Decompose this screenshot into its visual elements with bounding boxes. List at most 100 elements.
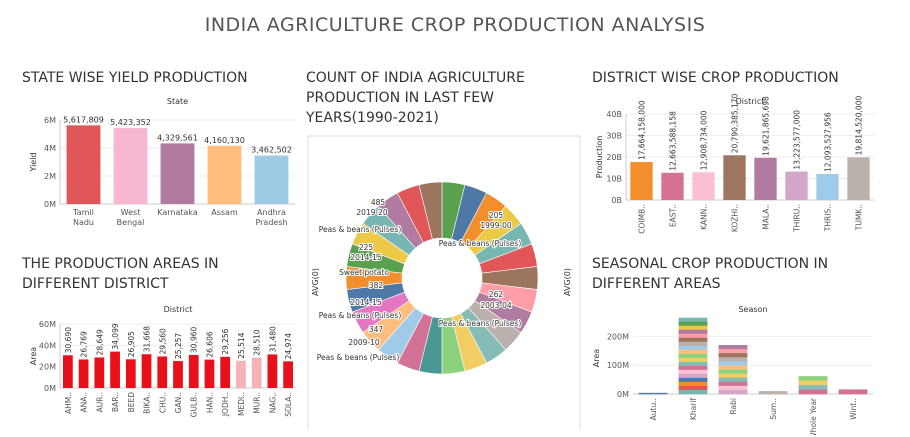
bar-segment bbox=[678, 349, 708, 355]
bar-segment bbox=[678, 357, 708, 363]
bar-segment bbox=[678, 329, 708, 335]
bar-segment bbox=[718, 345, 748, 350]
bar bbox=[283, 361, 294, 388]
data-label: 4,329,561 bbox=[157, 133, 198, 142]
bar-segment bbox=[718, 365, 748, 370]
x-tick-label: Autu.. bbox=[649, 398, 658, 420]
bar-segment bbox=[718, 373, 748, 378]
slice-label: 225 bbox=[359, 243, 374, 252]
slice-label: 2019-20 bbox=[356, 208, 388, 217]
bar-segment bbox=[718, 357, 748, 362]
bar-segment bbox=[718, 349, 748, 354]
x-tick-label: Kharif bbox=[689, 398, 698, 420]
bar-segment bbox=[678, 377, 708, 383]
bar-segment bbox=[678, 345, 708, 351]
y-tick-label: 0M bbox=[617, 390, 629, 399]
slice-label: 347 bbox=[369, 325, 384, 334]
x-tick-label: HAN.. bbox=[205, 392, 214, 413]
data-label: 12,093,527,956 bbox=[824, 112, 833, 172]
x-tick-label: THRIS.. bbox=[824, 204, 833, 232]
bar-segment bbox=[678, 369, 708, 375]
bar-segment bbox=[798, 376, 828, 381]
x-tick-label: Bengal bbox=[117, 218, 145, 227]
bar bbox=[94, 357, 105, 388]
x-tick-label: Pradesh bbox=[255, 218, 287, 227]
slice-label: Peas & beans (Pulses) bbox=[319, 225, 402, 234]
y-tick-label: 40B bbox=[606, 110, 622, 119]
bar-segment bbox=[718, 377, 748, 383]
bar bbox=[78, 359, 89, 388]
x-tick-label: Andhra bbox=[257, 208, 286, 217]
data-label: 30,960 bbox=[190, 327, 199, 353]
bar-segment bbox=[678, 333, 708, 339]
slice-label: Peas & beans (Pulses) bbox=[317, 353, 400, 362]
district-area-chart: District Area 0M 20M 40M 60M 30,690 AHM.. 26,769… bbox=[29, 305, 296, 417]
x-tick-label: MALA.. bbox=[762, 204, 771, 230]
slice-label: 205 bbox=[489, 211, 504, 220]
bar-segment bbox=[678, 325, 708, 331]
bar-segment bbox=[718, 385, 748, 391]
bar-segment bbox=[678, 365, 708, 371]
data-label: 28,510 bbox=[253, 329, 262, 355]
bar-segment bbox=[678, 373, 708, 379]
bar bbox=[251, 357, 262, 388]
donut-slice bbox=[418, 181, 443, 240]
bar-segment bbox=[798, 389, 828, 395]
bar bbox=[723, 155, 746, 200]
bar bbox=[816, 173, 839, 200]
bar bbox=[630, 162, 653, 200]
slice-label: Peas & beans (Pulses) bbox=[439, 239, 522, 248]
x-tick-label: MUR.. bbox=[253, 392, 262, 414]
slice-label: 485 bbox=[371, 198, 386, 207]
bar-segment bbox=[838, 389, 868, 395]
y-tick-label: 0B bbox=[611, 196, 622, 205]
x-tick-label: West bbox=[121, 208, 141, 217]
district-crop-chart: District Production 0B 10B 20B 30B 40B 17,664,1… bbox=[595, 93, 874, 234]
bar bbox=[785, 171, 808, 200]
bar bbox=[141, 354, 152, 388]
data-label: 19,814,520,000 bbox=[855, 96, 864, 156]
x-tick-label: BIKA.. bbox=[143, 392, 152, 414]
bar-segment bbox=[678, 341, 708, 347]
chart-header: District bbox=[736, 97, 765, 106]
bar bbox=[173, 361, 183, 388]
x-tick-label: KOZHI.. bbox=[731, 204, 740, 232]
data-label: 4,160,130 bbox=[204, 136, 245, 145]
bar bbox=[204, 359, 215, 388]
x-tick-label: KANN.. bbox=[700, 204, 709, 230]
chart-header: State bbox=[167, 97, 188, 106]
bar bbox=[157, 356, 168, 388]
bar bbox=[188, 354, 199, 388]
y-tick-label: 20B bbox=[606, 153, 622, 162]
x-tick-label: THIRU.. bbox=[793, 204, 802, 233]
bar bbox=[236, 360, 246, 388]
slice-label: Peas & beans (Pulses) bbox=[439, 319, 522, 328]
data-label: 19,621,865,698 bbox=[762, 96, 771, 156]
y-tick-label: 6M bbox=[44, 116, 56, 125]
slice-label: Sweet potato bbox=[339, 268, 389, 277]
data-label: 26,769 bbox=[80, 331, 89, 357]
bar-segment bbox=[718, 361, 748, 366]
data-label: 13,223,577,000 bbox=[793, 110, 802, 170]
slice-label: 262 bbox=[489, 290, 504, 299]
x-tick-label: GULB.. bbox=[190, 392, 199, 417]
x-tick-label: NAG.. bbox=[268, 392, 277, 413]
y-tick-label: 0M bbox=[44, 200, 56, 209]
bar bbox=[160, 143, 195, 204]
slice-label: 2014-15 bbox=[350, 298, 382, 307]
data-label: 31,480 bbox=[268, 326, 277, 352]
chart-header: Season bbox=[738, 305, 767, 314]
bar-segment bbox=[798, 380, 828, 386]
bar-segment bbox=[798, 385, 828, 390]
x-tick-label: EAST.. bbox=[669, 204, 678, 227]
data-label: 24,974 bbox=[284, 333, 293, 359]
bar bbox=[847, 157, 870, 200]
x-tick-label: BEED bbox=[127, 392, 136, 413]
bar bbox=[754, 157, 777, 200]
x-tick-label: Wint.. bbox=[849, 398, 858, 420]
left-axis-label: AVG(0) bbox=[311, 268, 320, 296]
data-label: 5,423,352 bbox=[110, 118, 151, 127]
x-tick-label: Karnataka bbox=[157, 208, 198, 217]
y-tick-label: 30B bbox=[606, 132, 622, 141]
